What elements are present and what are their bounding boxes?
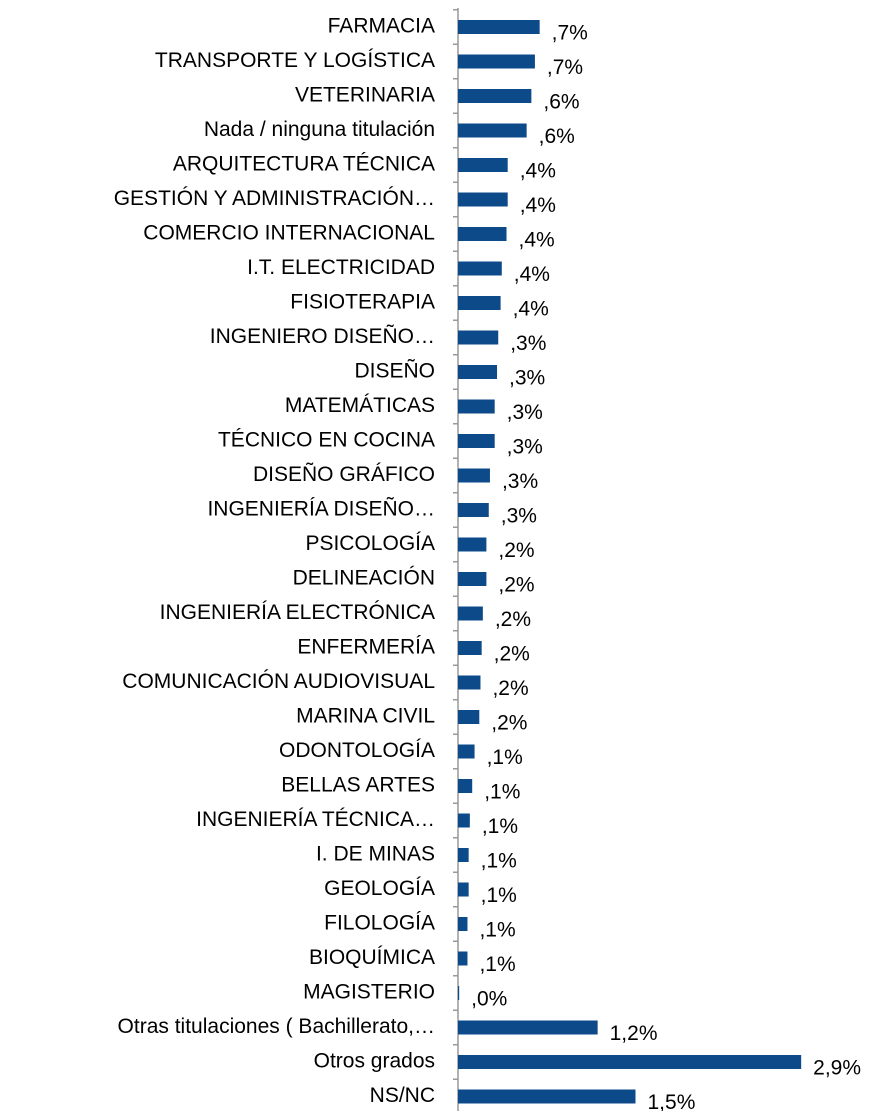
bar [458,192,508,207]
y-tick-label: Nada / ninguna titulación [204,118,435,141]
y-tick-label: NS/NC [370,1084,435,1107]
y-tick-label: BIOQUÍMICA [309,946,435,969]
bar [458,917,468,931]
bar [458,951,468,966]
bar [458,537,487,552]
y-tick-label: TRANSPORTE Y LOGÍSTICA [155,49,435,72]
value-label: ,2% [494,643,530,666]
y-tick-label: ARQUITECTURA TÉCNICA [173,153,435,176]
y-tick-label: Otras titulaciones ( Bachillerato,… [118,1015,435,1038]
y-tick-label: BELLAS ARTES [281,774,435,797]
y-tick-label: FISIOTERAPIA [290,291,435,314]
bar [458,365,498,379]
y-tick-label: FARMACIA [328,15,435,38]
value-label: ,1% [479,953,515,976]
value-label: ,2% [498,574,534,597]
y-tick-label: GESTIÓN Y ADMINISTRACIÓN… [114,187,435,210]
value-label: 1,2% [610,1022,658,1045]
y-tick-label: PSICOLOGÍA [305,532,435,555]
value-label: ,3% [509,367,545,390]
y-tick-label: COMUNICACIÓN AUDIOVISUAL [122,670,435,693]
value-label: ,4% [514,263,550,286]
value-label: ,1% [487,746,523,769]
bar [458,468,490,483]
bar [458,1055,802,1069]
y-tick-label: FILOLOGÍA [324,912,435,935]
value-label: ,4% [520,194,556,217]
bar [458,296,501,310]
bar [458,710,480,724]
y-tick-label: ENFERMERÍA [297,636,435,659]
bar [458,1089,636,1104]
value-label: ,1% [481,850,517,873]
value-label: ,7% [552,22,588,45]
bar [458,54,535,69]
bar [458,848,469,862]
value-label: ,2% [491,712,527,735]
value-label: ,6% [539,125,575,148]
y-tick-label: DISEÑO GRÁFICO [253,462,435,486]
y-tick-label: ODONTOLOGÍA [279,739,435,762]
bar [458,330,499,345]
y-tick-label: I. DE MINAS [316,843,435,866]
y-tick-label: COMERCIO INTERNACIONAL [143,222,435,245]
bar [458,572,487,586]
y-tick-label: INGENIERÍA DISEÑO… [207,497,435,521]
value-label: ,4% [513,298,549,321]
bar [458,123,527,138]
y-tick-label: MATEMÁTICAS [285,394,435,417]
y-tick-label: INGENIERÍA TÉCNICA… [196,808,435,831]
value-label: ,1% [479,919,515,942]
bar [458,986,460,1000]
value-label: 2,9% [813,1057,861,1080]
y-tick-label: VETERINARIA [295,84,435,107]
value-label: ,2% [492,677,528,700]
y-tick-label: MARINA CIVIL [296,705,435,728]
bar [458,1020,598,1035]
y-tick-label: DELINEACIÓN [293,567,435,590]
y-tick-label: GEOLOGÍA [324,877,435,900]
bar [458,606,483,621]
bar [458,675,481,690]
value-label: ,0% [471,988,507,1011]
value-label: ,6% [543,91,579,114]
value-label: ,1% [481,884,517,907]
y-tick-label: I.T. ELECTRICIDAD [247,256,435,279]
bar [458,813,470,828]
value-label: ,4% [520,160,556,183]
y-tick-label: TÉCNICO EN COCINA [218,429,435,452]
value-label: ,7% [547,56,583,79]
value-label: ,2% [495,608,531,631]
y-tick-label: INGENIERÍA ELECTRÓNICA [160,601,435,624]
value-label: ,4% [519,229,555,252]
bar [458,744,475,759]
value-label: 1,5% [648,1091,696,1111]
y-tick-label: Otros grados [314,1050,435,1073]
value-label: ,1% [484,781,520,804]
value-label: ,3% [507,401,543,424]
bar [458,503,489,517]
bar [458,261,502,276]
value-label: ,3% [510,332,546,355]
bar [458,779,473,793]
y-tick-label: INGENIERO DISEÑO… [210,324,435,348]
value-label: ,3% [502,470,538,493]
bar [458,882,469,897]
value-label: ,2% [498,539,534,562]
value-label: ,3% [507,436,543,459]
y-tick-label: DISEÑO [354,359,435,383]
bar [458,20,540,34]
bar [458,158,508,172]
bar [458,227,507,241]
bar [458,641,482,655]
y-tick-label: MAGISTERIO [303,981,435,1004]
bar [458,399,495,414]
bar [458,89,532,103]
bar [458,434,495,448]
value-label: ,1% [482,815,518,838]
value-label: ,3% [501,505,537,528]
